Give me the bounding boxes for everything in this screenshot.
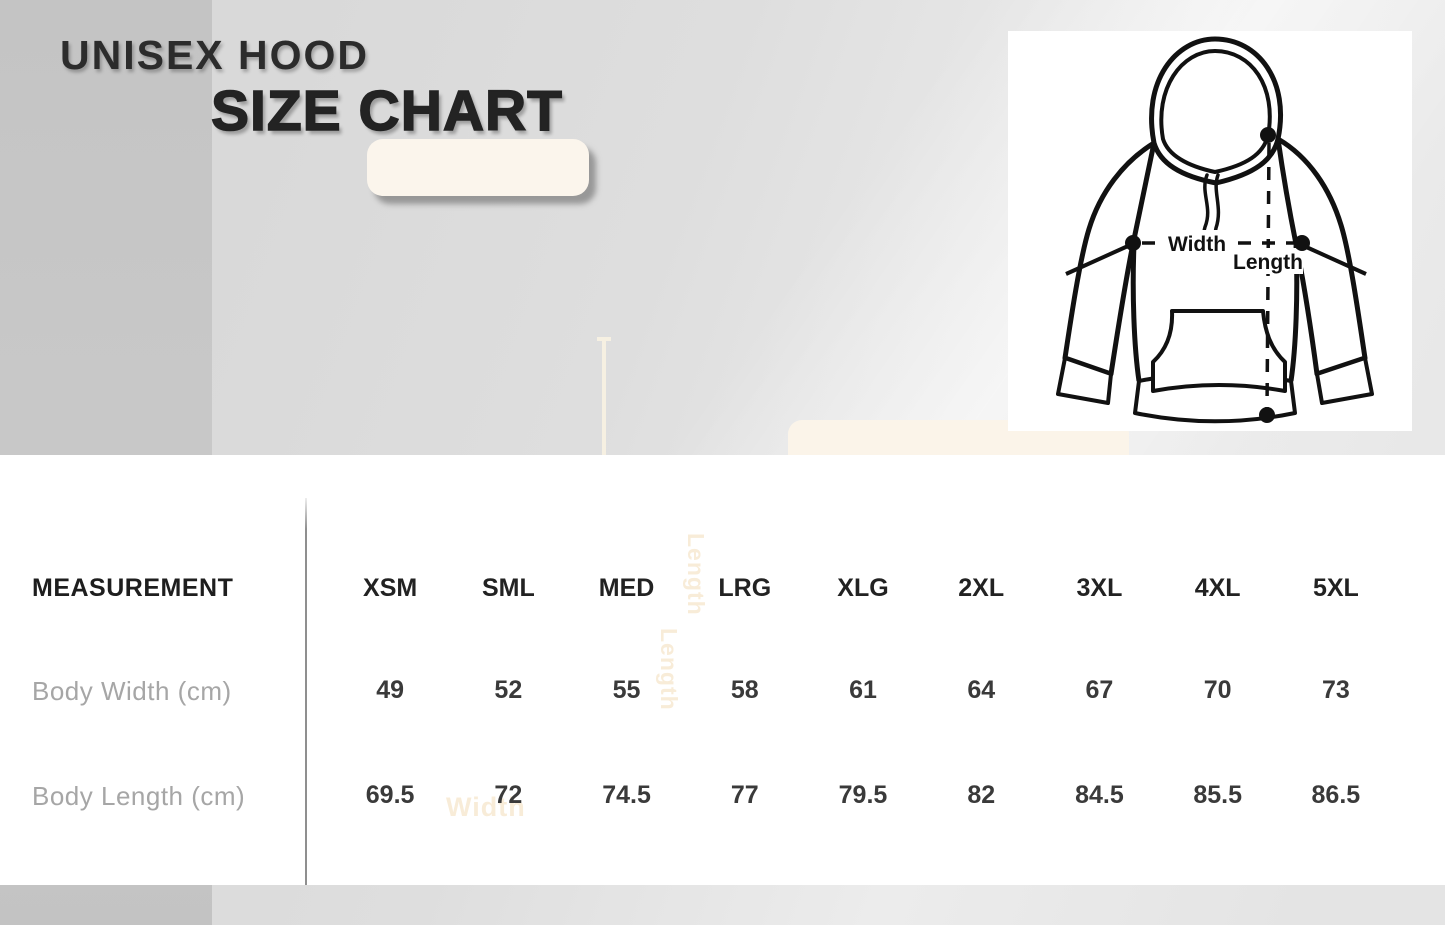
body-width-xlg: 61 bbox=[849, 676, 877, 704]
body-length-3xl: 84.5 bbox=[1075, 781, 1124, 809]
size-header-lrg: LRG bbox=[718, 574, 772, 602]
body-length-med: 74.5 bbox=[602, 781, 651, 809]
body-length-2xl: 82 bbox=[967, 781, 996, 809]
table-size-header-row: XSM SML MED LRG XLG 2XL 3XL 4XL 5XL bbox=[331, 574, 1395, 603]
table-measurement-header: MEASUREMENT bbox=[32, 574, 234, 602]
page-title: UNISEX HOOD bbox=[60, 32, 370, 78]
cream-measure-line-cap bbox=[597, 337, 611, 341]
size-header-xsm: XSM bbox=[363, 574, 418, 602]
body-width-sml: 52 bbox=[494, 676, 523, 704]
size-header-sml: SML bbox=[481, 574, 535, 602]
size-header-5xl: 5XL bbox=[1312, 574, 1359, 602]
body-width-3xl: 67 bbox=[1085, 676, 1114, 704]
hoodie-hood-inner bbox=[1159, 49, 1272, 174]
body-length-sml: 72 bbox=[494, 781, 523, 809]
hoodie-pocket bbox=[1151, 309, 1287, 393]
shoulder-dot bbox=[1260, 127, 1276, 143]
row-label-body-length: Body Length (cm) bbox=[32, 781, 246, 811]
row-label-body-width: Body Width (cm) bbox=[32, 676, 232, 706]
left-underarm-dot bbox=[1125, 235, 1141, 251]
diagram-width-label: Width bbox=[1168, 233, 1226, 256]
body-length-xlg: 79.5 bbox=[838, 781, 888, 809]
hem-dot bbox=[1259, 407, 1275, 423]
table-divider-line bbox=[305, 498, 307, 885]
body-width-med: 55 bbox=[612, 676, 641, 704]
body-length-5xl: 86.5 bbox=[1311, 781, 1361, 809]
hoodie-diagram: Width Length bbox=[1008, 31, 1412, 431]
body-width-5xl: 73 bbox=[1321, 676, 1350, 704]
size-header-med: MED bbox=[598, 574, 655, 602]
cream-measure-line bbox=[597, 337, 611, 455]
table-background bbox=[0, 455, 1445, 885]
body-width-2xl: 64 bbox=[967, 676, 996, 704]
hoodie-illustration: Width Length bbox=[1056, 36, 1374, 424]
body-length-lrg: 77 bbox=[730, 781, 759, 809]
size-header-4xl: 4XL bbox=[1194, 574, 1241, 602]
right-underarm-dot bbox=[1294, 235, 1310, 251]
body-length-xsm: 69.5 bbox=[365, 781, 415, 809]
body-width-xsm: 49 bbox=[376, 676, 405, 704]
diagram-length-label: Length bbox=[1233, 251, 1303, 274]
page-subtitle: SIZE CHART bbox=[210, 78, 563, 144]
size-header-3xl: 3XL bbox=[1076, 574, 1123, 602]
table-row-body-length: 69.5 72 74.5 77 79.5 82 84.5 85.5 86.5 bbox=[331, 781, 1395, 810]
body-width-4xl: 70 bbox=[1203, 676, 1232, 704]
body-length-4xl: 85.5 bbox=[1193, 781, 1242, 809]
table-row-body-width: 49 52 55 58 61 64 67 70 73 bbox=[331, 676, 1395, 705]
size-header-2xl: 2XL bbox=[958, 574, 1005, 602]
body-width-lrg: 58 bbox=[730, 676, 759, 704]
size-header-xlg: XLG bbox=[837, 574, 889, 602]
cream-rounded-panel bbox=[367, 139, 589, 196]
